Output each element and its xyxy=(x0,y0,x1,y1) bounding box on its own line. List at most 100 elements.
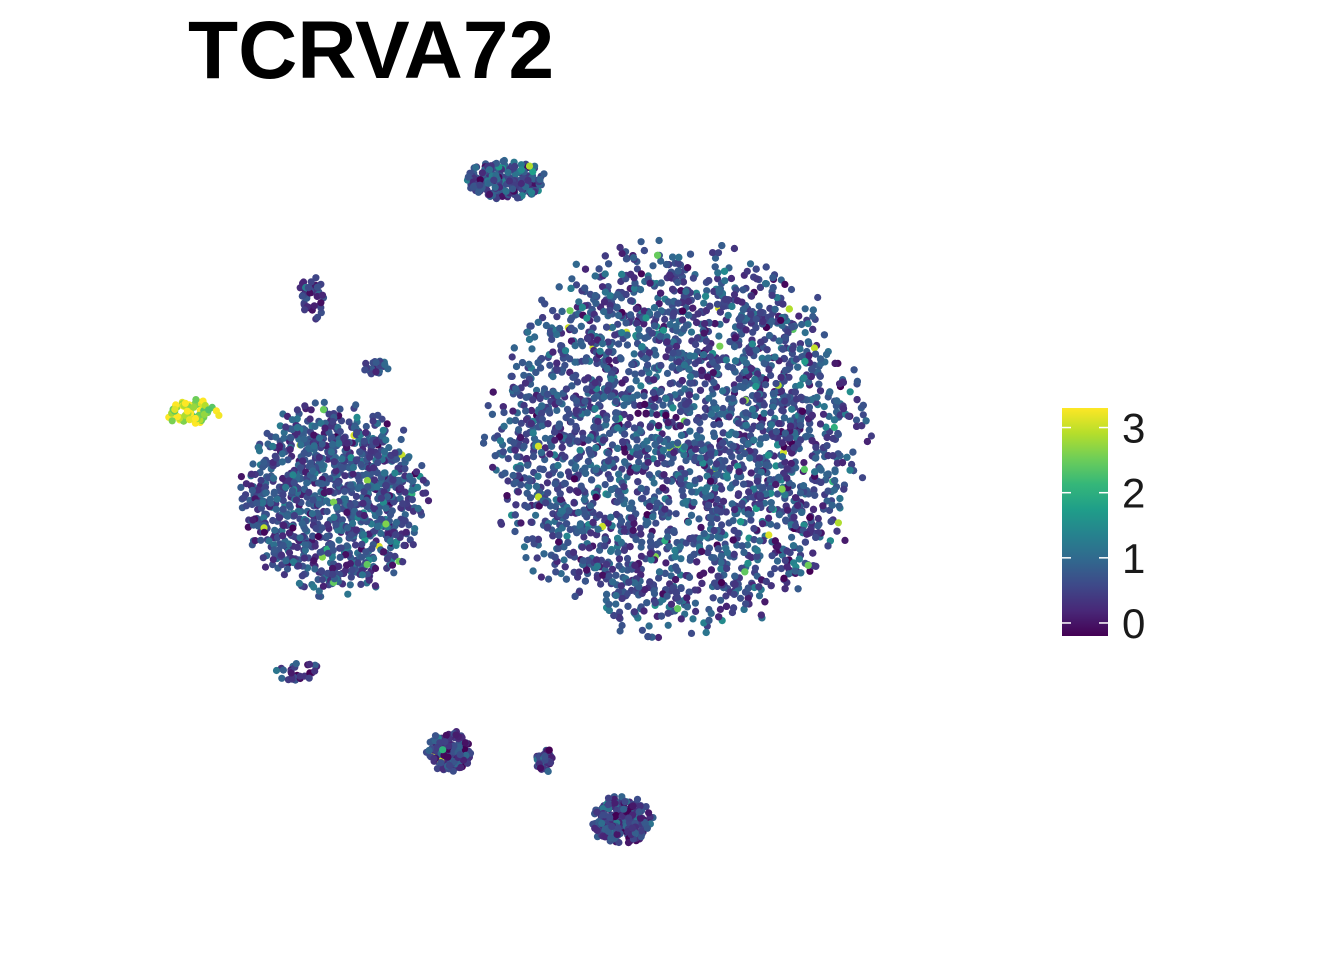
cell-point xyxy=(729,394,737,402)
cell-point xyxy=(581,464,589,472)
cell-point xyxy=(797,569,805,577)
cell-point xyxy=(858,422,866,430)
cell-point xyxy=(638,538,646,546)
cell-point xyxy=(606,475,614,483)
cell-point xyxy=(608,441,617,449)
cell-point xyxy=(664,621,672,629)
cell-point xyxy=(557,570,565,578)
cell-point xyxy=(700,530,708,538)
cell-point xyxy=(772,379,780,388)
cell-point xyxy=(726,338,734,346)
cell-point xyxy=(734,462,742,470)
cell-point xyxy=(795,555,803,563)
cell-point xyxy=(748,340,756,348)
cell-point xyxy=(809,505,818,513)
cell-point xyxy=(520,401,528,410)
cell-point xyxy=(686,373,695,381)
cell-point xyxy=(497,518,505,527)
cell-point xyxy=(835,502,843,510)
cell-point xyxy=(679,278,688,286)
cell-point xyxy=(594,417,602,425)
cell-point xyxy=(772,428,781,436)
cell-point xyxy=(263,429,271,437)
cell-point xyxy=(577,339,585,347)
cell-point xyxy=(649,262,657,270)
cell-point xyxy=(612,591,620,600)
cell-point xyxy=(572,260,580,268)
cell-point xyxy=(599,340,607,348)
cell-point xyxy=(651,599,659,607)
cell-point xyxy=(654,633,663,642)
cell-point xyxy=(644,445,652,453)
cell-point xyxy=(718,485,726,493)
cell-point xyxy=(863,437,872,446)
cell-point xyxy=(747,292,756,300)
cell-point xyxy=(551,480,559,488)
cell-point xyxy=(620,444,628,452)
cell-point xyxy=(524,328,532,336)
cell-point xyxy=(637,382,645,390)
cell-point xyxy=(625,578,633,586)
cell-point xyxy=(583,566,591,574)
cell-point xyxy=(662,394,670,403)
cell-point xyxy=(504,477,512,485)
cell-point xyxy=(315,592,323,600)
cell-point xyxy=(276,442,284,450)
cell-point xyxy=(689,534,697,542)
cell-point xyxy=(623,554,632,563)
cell-point xyxy=(709,369,717,377)
cell-point xyxy=(679,307,687,315)
cell-point xyxy=(759,520,767,528)
cell-point xyxy=(686,352,694,360)
cell-point xyxy=(727,274,736,283)
cell-point xyxy=(808,437,816,445)
cell-point xyxy=(718,242,726,250)
cell-point xyxy=(796,381,804,389)
cell-point xyxy=(524,461,532,469)
cell-point xyxy=(603,364,611,373)
cell-point xyxy=(746,454,754,462)
cell-point xyxy=(707,566,716,574)
cell-point xyxy=(311,399,319,407)
cell-point xyxy=(719,404,727,413)
cell-point xyxy=(685,573,694,581)
cell-point xyxy=(616,627,624,635)
cell-point xyxy=(759,484,767,492)
cell-point xyxy=(614,320,622,328)
cell-point xyxy=(657,289,665,297)
cell-point xyxy=(769,284,777,292)
cell-point xyxy=(630,350,638,358)
cell-point xyxy=(529,396,537,404)
cell-point xyxy=(781,366,789,374)
cell-point xyxy=(852,416,861,424)
cell-point xyxy=(635,325,643,333)
cell-point xyxy=(724,311,732,319)
cell-point xyxy=(754,370,762,378)
cell-point xyxy=(653,311,662,319)
cell-point xyxy=(279,474,287,483)
cell-point xyxy=(279,496,287,505)
cell-point xyxy=(335,536,343,544)
cell-point xyxy=(808,365,816,373)
cell-point xyxy=(285,501,293,509)
cell-point xyxy=(551,553,559,561)
cell-point xyxy=(605,348,613,356)
cell-point xyxy=(736,322,744,330)
cell-point xyxy=(558,507,567,515)
cell-point xyxy=(531,333,539,341)
cell-point xyxy=(853,377,862,385)
cell-point xyxy=(764,451,773,459)
cell-point xyxy=(580,506,588,514)
cell-point xyxy=(775,337,783,345)
cell-point xyxy=(720,267,729,275)
cell-point xyxy=(762,461,770,469)
cell-point xyxy=(848,460,856,469)
cell-point xyxy=(723,549,732,557)
cell-point xyxy=(556,471,565,479)
cell-point xyxy=(756,309,764,317)
cell-point xyxy=(618,270,626,278)
cell-point xyxy=(753,391,761,399)
cell-point xyxy=(820,331,829,339)
cell-point xyxy=(657,257,665,265)
cell-point xyxy=(859,411,867,419)
